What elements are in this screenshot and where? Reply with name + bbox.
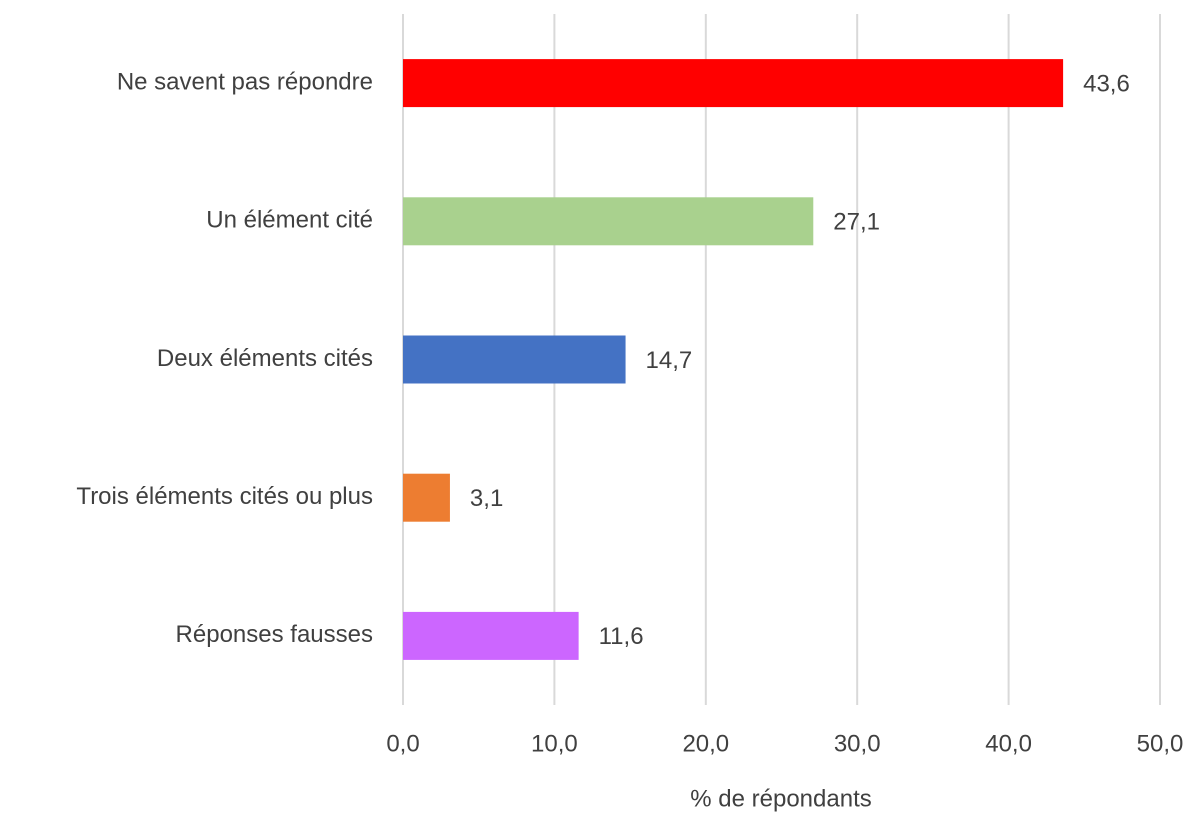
data-label: 3,1 <box>470 485 503 512</box>
bar <box>403 197 814 246</box>
data-label: 43,6 <box>1083 70 1130 97</box>
x-tick-label: 50,0 <box>1137 730 1184 757</box>
y-tick-label: Ne savent pas répondre <box>117 68 373 95</box>
bar <box>403 611 579 660</box>
y-tick-label: Trois éléments cités ou plus <box>76 483 373 510</box>
y-tick-label: Un élément cité <box>206 207 373 234</box>
data-label: 14,7 <box>646 347 693 374</box>
bar <box>403 59 1064 108</box>
x-axis-label: % de répondants <box>690 785 871 812</box>
data-label: 11,6 <box>599 623 644 650</box>
y-tick-label: Deux éléments cités <box>157 345 373 372</box>
bar <box>403 335 626 384</box>
x-tick-label: 0,0 <box>386 730 419 757</box>
data-label: 27,1 <box>833 209 880 236</box>
x-tick-label: 30,0 <box>834 730 881 757</box>
y-tick-label: Réponses fausses <box>176 621 373 648</box>
x-tick-label: 10,0 <box>531 730 578 757</box>
x-tick-label: 20,0 <box>682 730 729 757</box>
x-tick-label: 40,0 <box>985 730 1032 757</box>
bar <box>403 473 450 522</box>
